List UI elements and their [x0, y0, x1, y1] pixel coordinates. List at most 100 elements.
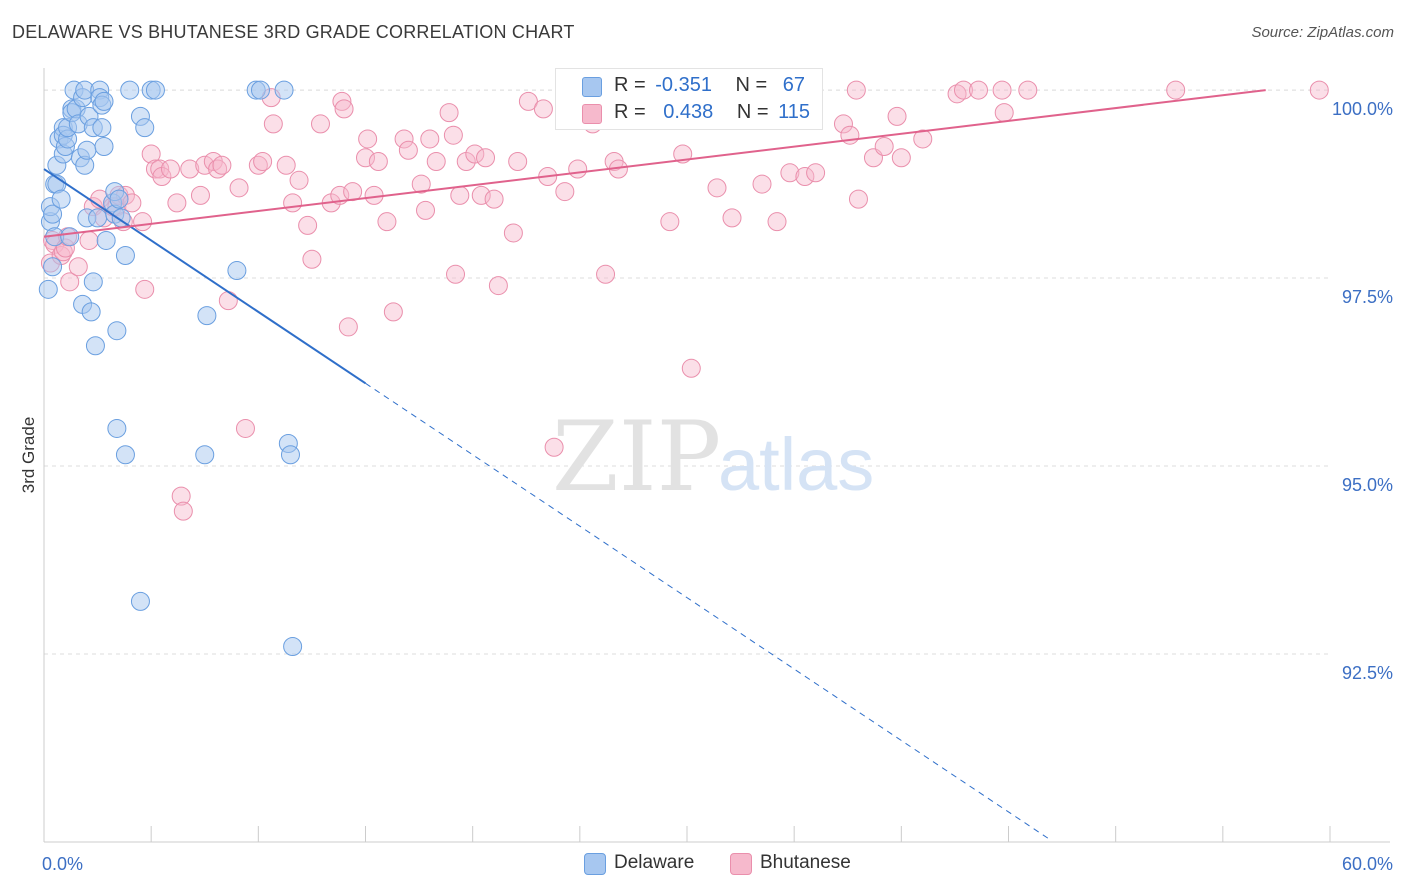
bhutanese-point	[681, 358, 701, 378]
bhutanese-point	[145, 159, 165, 179]
delaware-legend-label: Delaware	[614, 852, 695, 873]
bhutanese-r-label: R =	[614, 101, 646, 123]
watermark-atlas: atlas	[718, 423, 874, 506]
bhutanese-point	[450, 185, 470, 205]
delaware-point	[83, 272, 103, 292]
bhutanese-point	[420, 129, 440, 149]
delaware-point	[43, 257, 63, 277]
delaware-point	[51, 189, 71, 209]
stats-legend: R = -0.351 N = 67 R = 0.438 N = 115	[555, 68, 823, 130]
bhutanese-point	[874, 136, 894, 156]
bhutanese-point	[190, 185, 210, 205]
delaware-r-label: R =	[614, 74, 646, 96]
series-legend: Delaware Bhutanese	[0, 852, 1406, 876]
delaware-point	[109, 189, 129, 209]
bhutanese-point	[484, 189, 504, 209]
delaware-point	[85, 336, 105, 356]
bhutanese-point	[276, 155, 296, 175]
bhutanese-point	[968, 80, 988, 100]
bhutanese-point	[891, 148, 911, 168]
bhutanese-point	[795, 167, 815, 187]
bhutanese-point	[913, 129, 933, 149]
bhutanese-point	[503, 223, 523, 243]
bhutanese-point	[992, 80, 1012, 100]
bhutanese-point	[383, 302, 403, 322]
bhutanese-point	[439, 103, 459, 123]
bhutanese-point	[780, 163, 800, 183]
bhutanese-point	[1166, 80, 1186, 100]
y-tick-label: 100.0%	[1332, 99, 1393, 119]
delaware-point	[38, 279, 58, 299]
bhutanese-point	[235, 418, 255, 438]
y-tick-label: 97.5%	[1342, 287, 1393, 307]
bhutanese-point	[518, 91, 538, 111]
bhutanese-point	[994, 103, 1014, 123]
delaware-point	[94, 91, 114, 111]
bhutanese-n-value: 115	[778, 101, 811, 123]
bhutanese-point	[289, 170, 309, 190]
bhutanese-point	[150, 159, 170, 179]
bhutanese-point	[60, 272, 80, 292]
y-tick-label: 92.5%	[1342, 663, 1393, 683]
delaware-point	[60, 227, 80, 247]
bhutanese-point	[465, 144, 485, 164]
delaware-point	[135, 118, 155, 138]
delaware-point	[227, 261, 247, 281]
bhutanese-point	[135, 279, 155, 299]
bhutanese-point	[443, 125, 463, 145]
bhutanese-point	[180, 159, 200, 179]
delaware-point	[120, 80, 140, 100]
delaware-point	[280, 445, 300, 465]
bhutanese-point	[488, 276, 508, 296]
delaware-point	[195, 445, 215, 465]
bhutanese-legend-swatch	[730, 853, 752, 875]
bhutanese-r-value: 0.438	[663, 101, 714, 123]
bhutanese-point	[476, 148, 496, 168]
delaware-point	[115, 445, 135, 465]
bhutanese-legend-label: Bhutanese	[760, 852, 851, 873]
bhutanese-point	[947, 84, 967, 104]
delaware-trend-line	[43, 168, 367, 385]
watermark: ZIP atlas	[552, 401, 874, 513]
bhutanese-point	[953, 80, 973, 100]
bhutanese-point	[368, 152, 388, 172]
x-tick-label-max: 60.0%	[1342, 854, 1393, 874]
bhutanese-point	[411, 174, 431, 194]
bhutanese-point	[767, 212, 787, 232]
bhutanese-point	[1309, 80, 1329, 100]
bhutanese-point	[283, 193, 303, 213]
delaware-n-value: 67	[782, 74, 806, 96]
bhutanese-point	[846, 80, 866, 100]
legend-delaware-text: R = -0.351 N = 67	[614, 74, 805, 97]
bhutanese-point	[426, 152, 446, 172]
bhutanese-swatch	[582, 104, 602, 124]
delaware-point	[92, 118, 112, 138]
axis-layer	[43, 68, 1390, 843]
bhutanese-point	[229, 178, 249, 198]
bhutanese-point	[544, 437, 564, 457]
bhutanese-point	[218, 291, 238, 311]
bhutanese-point	[660, 212, 680, 232]
bhutanese-point	[596, 264, 616, 284]
bhutanese-point	[298, 215, 318, 235]
source-label: Source: ZipAtlas.com	[1251, 24, 1394, 41]
bhutanese-point	[398, 140, 418, 160]
bhutanese-point	[343, 182, 363, 202]
chart-title: DELAWARE VS BHUTANESE 3RD GRADE CORRELAT…	[12, 22, 575, 42]
delaware-point	[115, 246, 135, 265]
delaware-trend-extension	[365, 382, 1052, 841]
delaware-point	[274, 80, 294, 100]
bhutanese-point	[752, 174, 772, 194]
bhutanese-point	[446, 264, 466, 284]
delaware-point	[197, 306, 217, 326]
bhutanese-point	[263, 114, 283, 134]
bhutanese-point	[338, 317, 358, 337]
delaware-point	[96, 230, 116, 250]
delaware-point	[107, 418, 127, 438]
bhutanese-point	[253, 152, 273, 172]
bhutanese-point	[356, 148, 375, 168]
delaware-point	[130, 591, 150, 611]
bhutanese-point	[394, 129, 414, 149]
bhutanese-point	[310, 114, 330, 134]
delaware-point	[88, 208, 108, 228]
